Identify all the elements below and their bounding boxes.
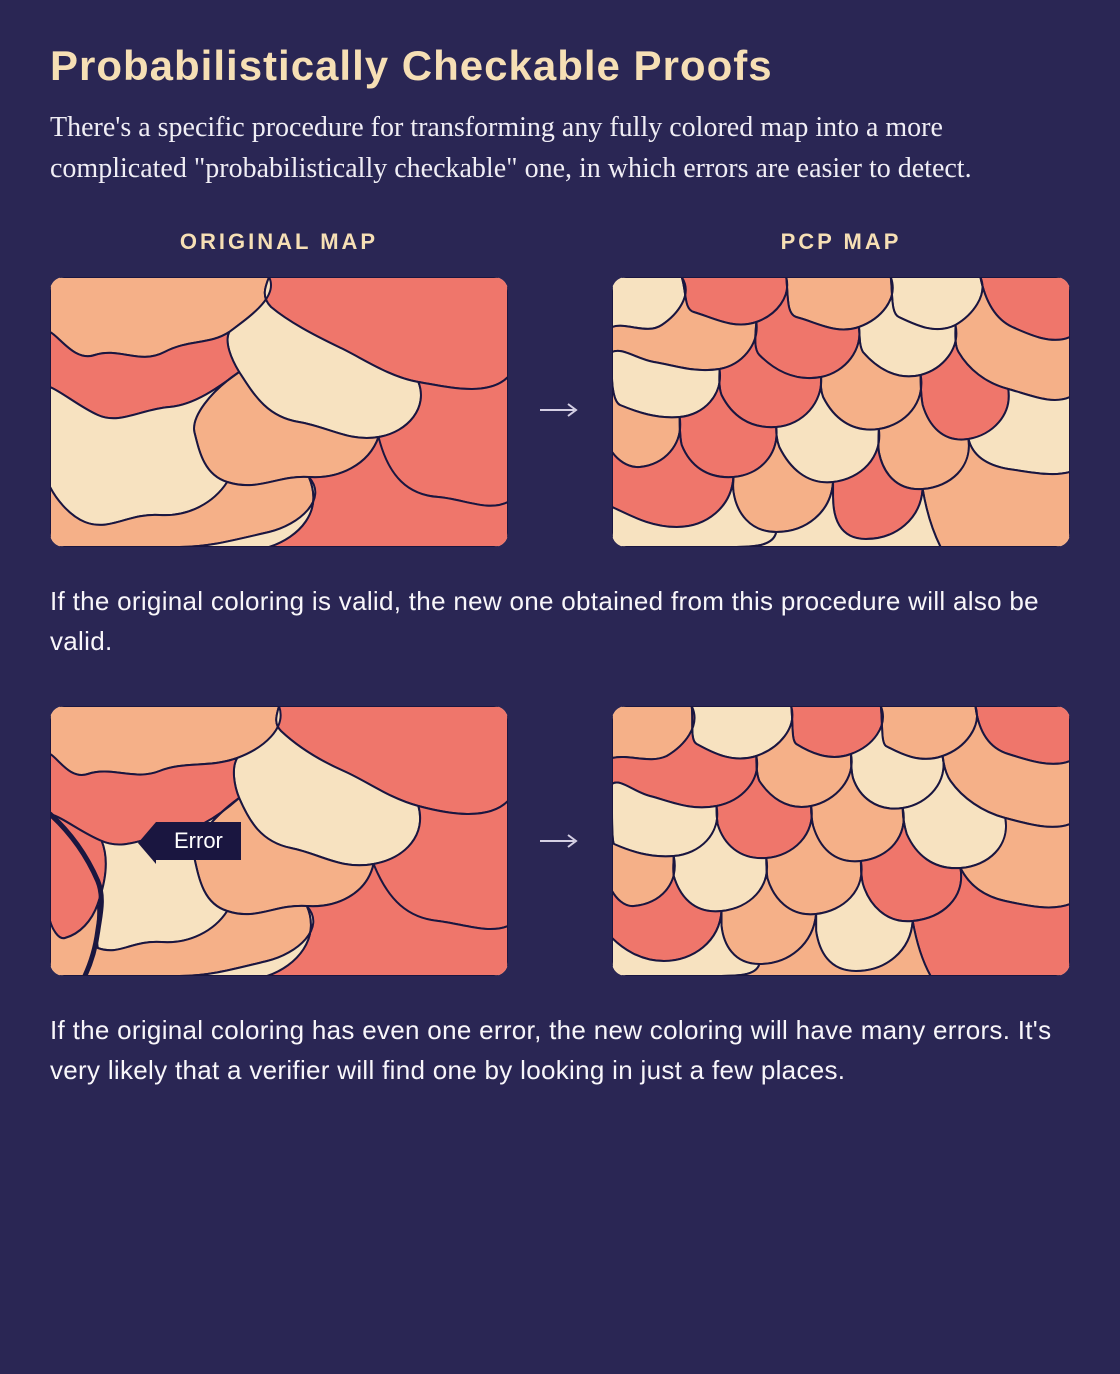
caption-error: If the original coloring has even one er… [50,1010,1070,1091]
col-original-error: Error [50,706,508,976]
error-tag: Error [156,822,241,860]
row-valid: ORIGINAL MAP PCP MAP [50,229,1070,547]
arrow-icon [538,400,582,420]
col-pcp-error [612,706,1070,976]
map-original-error: Error [50,706,508,976]
row-error: Error [50,706,1070,976]
caption-valid: If the original coloring is valid, the n… [50,581,1070,662]
col-pcp-valid: PCP MAP [612,229,1070,547]
map-pcp-error [612,706,1070,976]
label-pcp: PCP MAP [781,229,902,255]
map-original-valid [50,277,508,547]
col-original-valid: ORIGINAL MAP [50,229,508,547]
page-title: Probabilistically Checkable Proofs [50,42,1070,90]
arrow-2 [532,831,588,851]
label-original: ORIGINAL MAP [180,229,378,255]
arrow-icon [538,831,582,851]
arrow-1 [532,356,588,420]
map-pcp-valid [612,277,1070,547]
intro-text: There's a specific procedure for transfo… [50,108,1070,189]
